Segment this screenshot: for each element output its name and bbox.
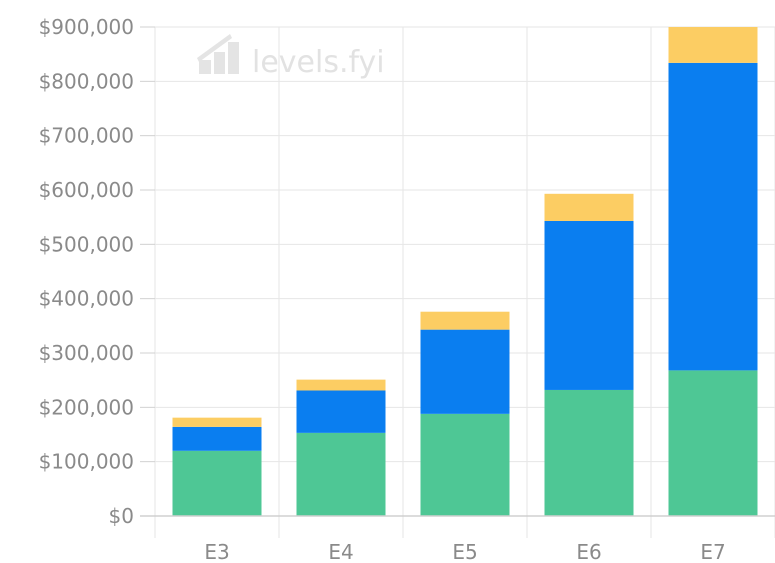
bar-e5-segment-2: [420, 329, 510, 414]
bar-e7-segment-2: [668, 62, 758, 371]
y-tick-label: $0: [109, 504, 134, 528]
x-tick-label: E5: [452, 540, 477, 563]
x-tick-label: E6: [576, 540, 601, 563]
y-tick-labels: $0 $100,000 $200,000 $300,000 $400,000 $500,0…: [39, 15, 134, 528]
y-tick-label: $800,000: [39, 69, 134, 93]
x-tick-labels: E3 E4 E5 E6 E7: [204, 540, 725, 563]
bar-e4-segment-3: [296, 379, 386, 391]
axes: [140, 26, 775, 538]
y-tick-label: $900,000: [39, 15, 134, 39]
bar-e5-segment-3: [420, 311, 510, 330]
bar-chart-logo-icon: [197, 34, 239, 74]
bar-e3-segment-2: [172, 426, 262, 451]
y-tick-label: $400,000: [39, 287, 134, 311]
bar-e3-segment-1: [172, 450, 262, 516]
y-tick-label: $300,000: [39, 341, 134, 365]
bar-e5-segment-1: [420, 413, 510, 516]
bar-e6-segment-3: [544, 193, 634, 221]
bar-e7-segment-1: [668, 370, 758, 516]
y-tick-label: $200,000: [39, 395, 134, 419]
bar-e6-segment-1: [544, 389, 634, 516]
bars: [172, 27, 758, 516]
x-tick-label: E3: [204, 540, 229, 563]
y-tick-label: $100,000: [39, 450, 134, 474]
bar-e4-segment-1: [296, 432, 386, 516]
bar-e3-segment-3: [172, 417, 262, 427]
bar-e6-segment-2: [544, 220, 634, 390]
gridlines: [154, 26, 775, 516]
x-tick-label: E7: [700, 540, 725, 563]
x-tick-label: E4: [328, 540, 353, 563]
watermark: levels.fyi: [197, 34, 385, 80]
y-tick-label: $500,000: [39, 232, 134, 256]
y-tick-label: $700,000: [39, 124, 134, 148]
bar-e7-segment-3: [668, 27, 758, 63]
y-tick-label: $600,000: [39, 178, 134, 202]
bar-e4-segment-2: [296, 390, 386, 433]
watermark-text: levels.fyi: [252, 45, 385, 80]
